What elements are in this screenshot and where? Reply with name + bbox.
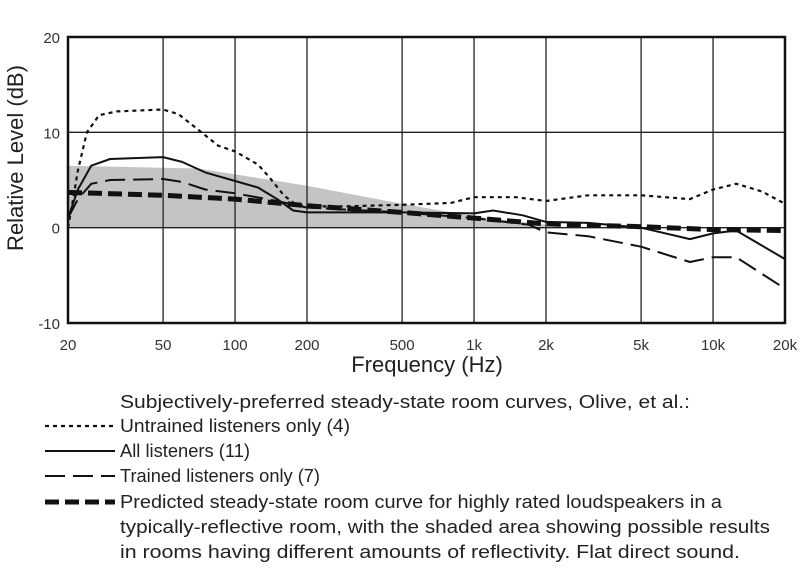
legend-label: Trained listeners only (7) <box>120 466 320 486</box>
legend-label: Predicted steady-state room curve for hi… <box>120 492 723 512</box>
x-tick-label: 10k <box>701 337 726 354</box>
legend-heading: Subjectively-preferred steady-state room… <box>120 392 690 412</box>
x-tick-label: 20k <box>773 337 798 354</box>
x-tick-label: 500 <box>390 337 415 354</box>
legend-label: typically-reflective room, with the shad… <box>120 517 770 537</box>
x-tick-label: 200 <box>294 337 319 354</box>
x-tick-label: 50 <box>155 337 172 354</box>
legend-label: Untrained listeners only (4) <box>120 416 350 436</box>
y-axis-label: Relative Level (dB) <box>3 65 28 251</box>
y-tick-label: -10 <box>38 316 60 333</box>
series-line-heavy-dashed <box>67 189 786 233</box>
y-tick-label: 0 <box>52 221 60 238</box>
plot-frame <box>66 35 787 325</box>
x-tick-label: 2k <box>538 337 554 354</box>
x-tick-label: 100 <box>223 337 248 354</box>
x-tick-label: 20 <box>60 337 77 354</box>
x-tick-label: 5k <box>633 337 649 354</box>
x-axis-label: Frequency (Hz) <box>351 352 503 377</box>
legend-label: in rooms having different amounts of ref… <box>120 542 740 562</box>
y-tick-label: 10 <box>43 125 60 142</box>
y-tick-label: 20 <box>43 30 60 47</box>
legend-label: All listeners (11) <box>120 441 250 461</box>
series-line-dotted <box>66 108 786 228</box>
series-line-solid <box>67 156 786 260</box>
x-tick-label: 1k <box>466 337 482 354</box>
